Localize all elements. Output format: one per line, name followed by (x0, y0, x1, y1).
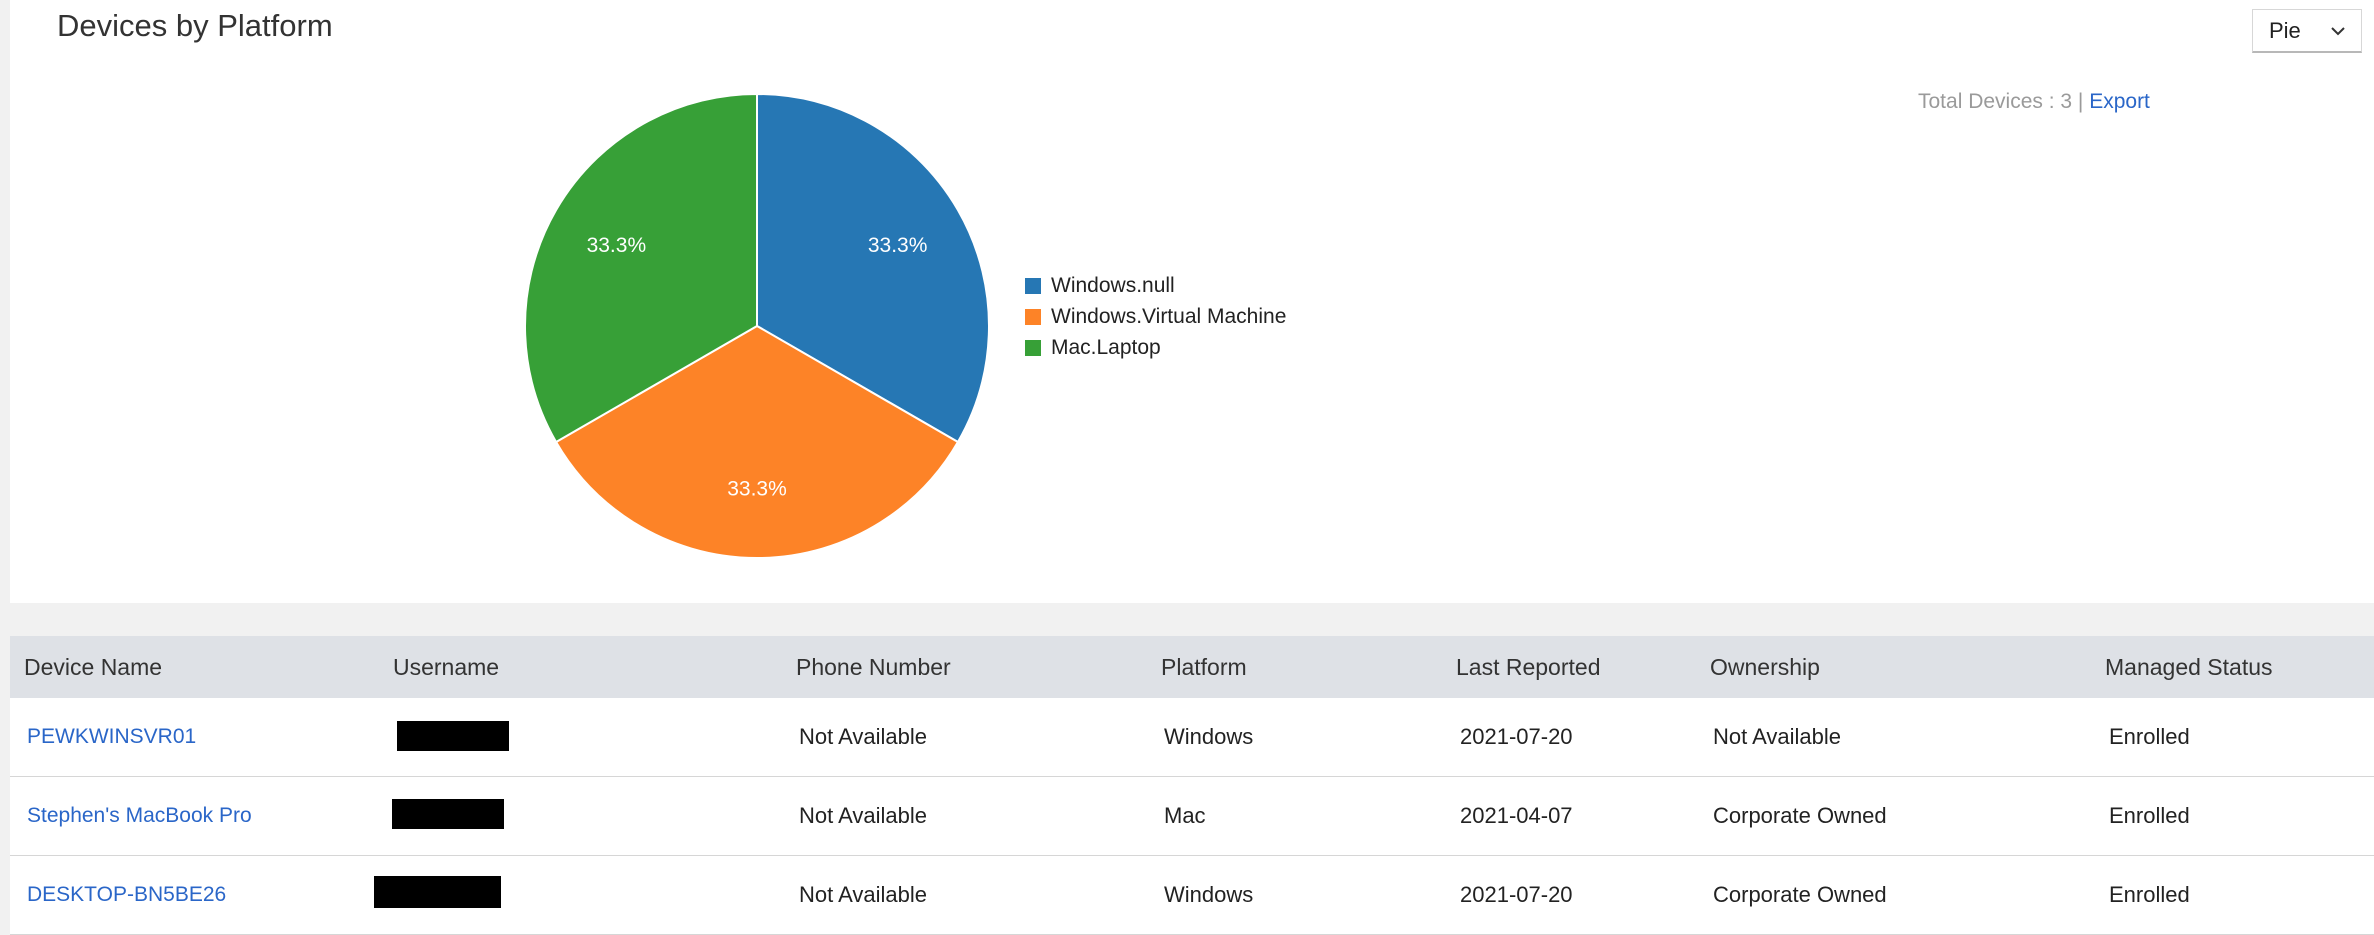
total-devices-label: Total Devices : 3 | (1918, 90, 2084, 113)
platform: Windows (1164, 724, 1254, 749)
pie-slice-label: 33.3% (587, 234, 647, 257)
pie-slice[interactable] (756, 92, 990, 444)
managed-status: Enrolled (2109, 724, 2190, 749)
platform: Windows (1164, 882, 1254, 907)
table-header: Device Name Username Phone Number Platfo… (10, 636, 2374, 699)
ownership: Not Available (1713, 724, 1842, 749)
table-row[interactable]: PEWKWINSVR01 Not Available Windows 2021-… (10, 698, 2374, 777)
legend-swatch (1025, 308, 1041, 325)
managed-status: Enrolled (2109, 882, 2190, 907)
legend-swatch (1025, 277, 1041, 294)
legend-label: Mac.Laptop (1051, 335, 1161, 359)
table-row[interactable]: Stephen's MacBook Pro Not Available Mac … (10, 777, 2374, 856)
chart-legend: Windows.null Windows.Virtual Machine Mac.L… (1025, 270, 1286, 363)
device-name-link[interactable]: DESKTOP-BN5BE26 (27, 883, 227, 906)
col-header-username[interactable]: Username (393, 654, 500, 680)
col-header-platform[interactable]: Platform (1161, 654, 1247, 680)
col-header-device-name[interactable]: Device Name (24, 654, 163, 680)
chevron-down-icon (2331, 26, 2345, 35)
legend-item[interactable]: Windows.Virtual Machine (1025, 301, 1286, 332)
chart-type-value: Pie (2269, 17, 2301, 43)
redacted-username (397, 721, 509, 751)
col-header-managed-status[interactable]: Managed Status (2105, 654, 2273, 680)
legend-label: Windows.null (1051, 273, 1175, 297)
total-devices: Total Devices : 3 | Export (1918, 90, 2150, 114)
pie-slice-label: 33.3% (727, 477, 787, 500)
table-row[interactable]: DESKTOP-BN5BE26 Not Available Windows 20… (10, 856, 2374, 935)
last-reported: 2021-07-20 (1460, 882, 1573, 907)
last-reported: 2021-04-07 (1460, 803, 1573, 828)
ownership: Corporate Owned (1713, 882, 1887, 907)
managed-status: Enrolled (2109, 803, 2190, 828)
device-name-link[interactable]: Stephen's MacBook Pro (27, 804, 252, 827)
col-header-last-reported[interactable]: Last Reported (1456, 654, 1601, 680)
phone-number: Not Available (799, 724, 928, 749)
platform: Mac (1164, 803, 1206, 828)
redacted-username (374, 876, 501, 908)
redacted-username (392, 799, 504, 829)
col-header-phone-number[interactable]: Phone Number (796, 654, 951, 680)
pie-chart: 33.3% 33.3% 33.3% (524, 92, 990, 559)
last-reported: 2021-07-20 (1460, 724, 1573, 749)
phone-number: Not Available (799, 882, 928, 907)
phone-number: Not Available (799, 803, 928, 828)
pie-slice[interactable] (554, 324, 960, 559)
legend-label: Windows.Virtual Machine (1051, 304, 1287, 328)
device-name-link[interactable]: PEWKWINSVR01 (27, 725, 197, 748)
legend-item[interactable]: Mac.Laptop (1025, 332, 1286, 363)
chart-panel: Devices by Platform Pie Total Devices : … (10, 0, 2374, 603)
pie-slice-label: 33.3% (868, 234, 928, 257)
pie-slice[interactable] (524, 92, 758, 444)
chart-type-dropdown[interactable]: Pie (2252, 9, 2362, 53)
legend-swatch (1025, 339, 1041, 356)
ownership: Corporate Owned (1713, 803, 1887, 828)
panel-title: Devices by Platform (57, 8, 333, 43)
devices-table: Device Name Username Phone Number Platfo… (10, 636, 2374, 935)
section-gap (0, 603, 2374, 636)
legend-item[interactable]: Windows.null (1025, 270, 1286, 301)
export-link[interactable]: Export (2089, 90, 2150, 113)
col-header-ownership[interactable]: Ownership (1710, 654, 1820, 680)
